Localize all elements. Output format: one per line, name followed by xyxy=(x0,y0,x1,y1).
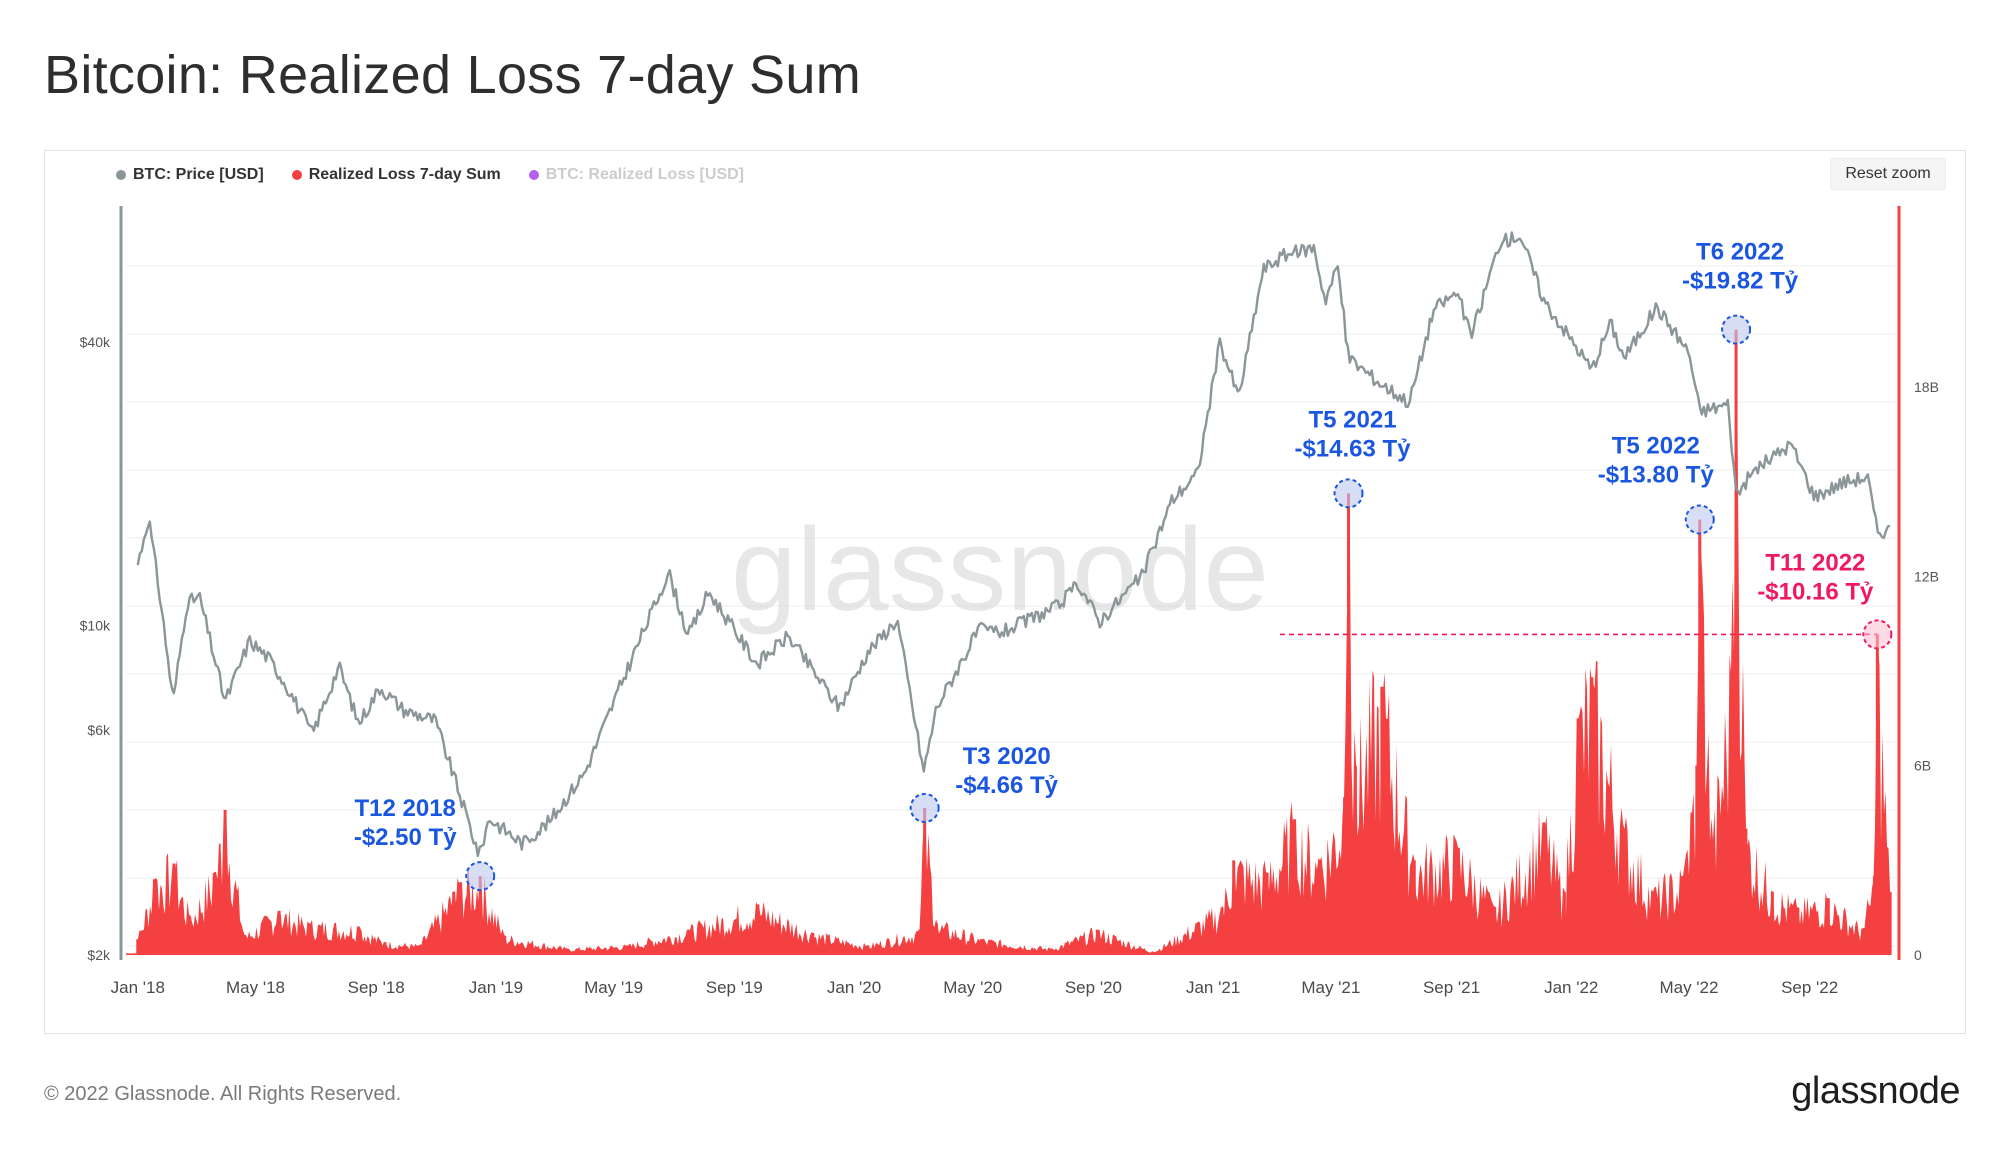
annotation-label-3: T5 2022 xyxy=(1612,433,1700,460)
watermark: glassnode xyxy=(731,504,1269,636)
x-tick-label-4: May '19 xyxy=(584,978,643,997)
annotation-label-1: T3 2020 xyxy=(963,743,1051,770)
annotation-value-4: -$19.82 Tỷ xyxy=(1682,268,1799,295)
legend-dot-loss7d xyxy=(291,170,302,180)
legend-item-price[interactable]: BTC: Price [USD] xyxy=(116,166,264,184)
annotation-label-4: T6 2022 xyxy=(1696,239,1784,266)
legend-item-loss[interactable]: BTC: Realized Loss [USD] xyxy=(528,166,744,184)
annotation-value-2: -$14.63 Tỷ xyxy=(1294,435,1411,462)
x-tick-label-7: May '20 xyxy=(943,978,1002,997)
right-tick-label-1: 6B xyxy=(1914,758,1931,774)
annotation-marker-5 xyxy=(1862,619,1893,650)
series-price-line xyxy=(136,231,1891,858)
annotation-marker-0 xyxy=(465,861,496,892)
x-tick-label-12: Jan '22 xyxy=(1544,978,1598,997)
chart-frame xyxy=(44,150,1966,1034)
annotation-value-5: -$10.16 Tỷ xyxy=(1757,578,1874,605)
left-tick-label-2: $10k xyxy=(80,618,111,634)
annotation-marker-4 xyxy=(1721,314,1752,345)
footer-copyright: © 2022 Glassnode. All Rights Reserved. xyxy=(44,1083,402,1105)
legend-label-price: BTC: Price [USD] xyxy=(133,166,264,183)
annotation-label-5: T11 2022 xyxy=(1765,549,1865,576)
legend-item-loss7d[interactable]: Realized Loss 7-day Sum xyxy=(291,166,501,184)
right-tick-label-3: 18B xyxy=(1914,379,1939,395)
x-tick-label-0: Jan '18 xyxy=(111,978,165,997)
x-tick-label-9: Jan '21 xyxy=(1186,978,1240,997)
legend-dot-price xyxy=(116,170,126,180)
annotation-label-0: T12 2018 xyxy=(354,795,455,822)
x-tick-label-3: Jan '19 xyxy=(469,978,523,997)
x-tick-label-13: May '22 xyxy=(1659,978,1718,997)
annotation-value-0: -$2.50 Tỷ xyxy=(354,824,457,851)
footer-logo: glassnode xyxy=(1791,1070,1960,1112)
annotation-value-1: -$4.66 Tỷ xyxy=(955,772,1058,799)
x-tick-label-2: Sep '18 xyxy=(348,978,405,997)
x-tick-label-14: Sep '22 xyxy=(1781,978,1838,997)
right-tick-label-2: 12B xyxy=(1914,568,1939,584)
right-tick-label-0: 0 xyxy=(1914,947,1922,963)
legend-label-loss: BTC: Realized Loss [USD] xyxy=(545,166,744,183)
annotation-value-3: -$13.80 Tỷ xyxy=(1598,462,1715,489)
left-tick-label-0: $2k xyxy=(87,947,111,963)
x-tick-label-1: May '18 xyxy=(226,978,285,997)
annotation-label-2: T5 2021 xyxy=(1308,406,1396,433)
x-tick-label-8: Sep '20 xyxy=(1065,978,1122,997)
annotation-marker-1 xyxy=(909,792,940,823)
annotation-marker-3 xyxy=(1684,504,1715,535)
x-tick-label-5: Sep '19 xyxy=(706,978,763,997)
chart-legend: BTC: Price [USD] Realized Loss 7-day Sum… xyxy=(116,166,744,184)
annotation-marker-2 xyxy=(1333,478,1364,509)
left-tick-label-3: $40k xyxy=(80,334,111,350)
reset-zoom-button[interactable]: Reset zoom xyxy=(1830,158,1946,190)
x-tick-label-6: Jan '20 xyxy=(827,978,881,997)
left-tick-label-1: $6k xyxy=(87,722,111,738)
page-title: Bitcoin: Realized Loss 7-day Sum xyxy=(44,45,861,105)
legend-dot-loss xyxy=(528,170,539,180)
x-tick-label-10: May '21 xyxy=(1301,978,1360,997)
legend-label-loss7d: Realized Loss 7-day Sum xyxy=(308,166,501,183)
x-tick-label-11: Sep '21 xyxy=(1423,978,1480,997)
